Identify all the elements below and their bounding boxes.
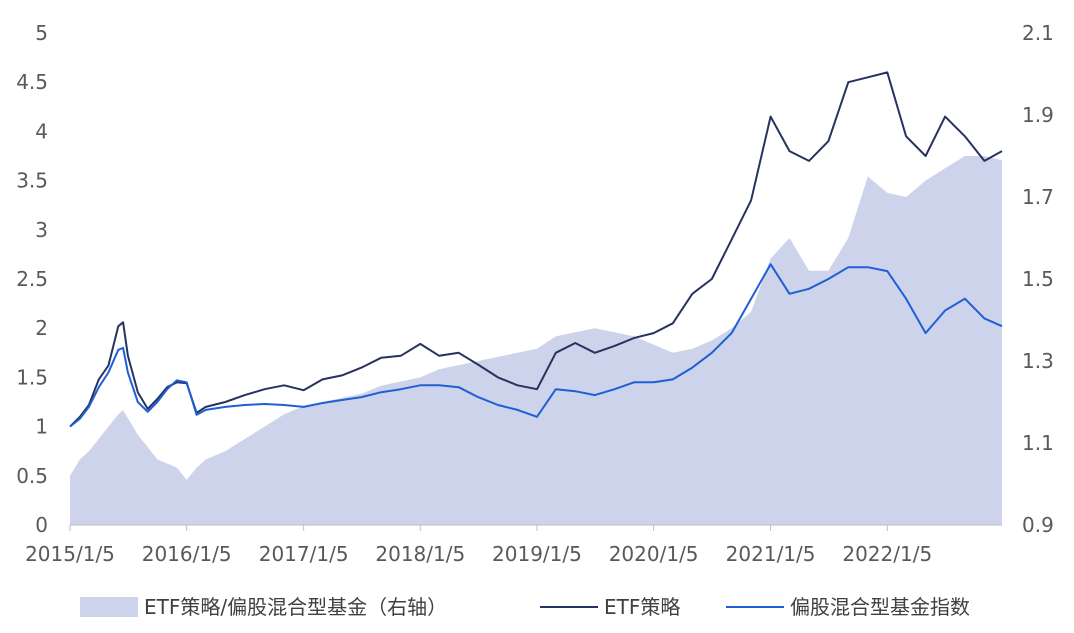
y-left-tick-label: 4.5 xyxy=(16,70,48,94)
legend-swatch-ratio xyxy=(80,597,138,617)
y-right-tick-label: 1.5 xyxy=(1022,267,1054,291)
line-series-layer xyxy=(69,71,1003,428)
x-tick-label: 2019/1/5 xyxy=(492,542,582,566)
series-etf-strategy-line xyxy=(69,71,1003,428)
y-left-tick-label: 0.5 xyxy=(16,464,48,488)
y-left-tick-label: 4 xyxy=(35,119,48,143)
y-right-tick-label: 1.3 xyxy=(1022,349,1054,373)
series-mixed-fund-index-line xyxy=(69,263,1003,428)
axis-layer: 2015/1/5 2016/1/5 2017/1/5 2018/1/5 2019/1/5… xyxy=(16,21,1054,566)
legend-label-etf-strategy: ETF策略 xyxy=(604,595,680,619)
legend: ETF策略/偏股混合型基金（右轴） ETF策略 偏股混合型基金指数 xyxy=(80,595,970,619)
ratio-area-layer xyxy=(70,156,1002,525)
y-left-tick-label: 1 xyxy=(35,415,48,439)
series-ratio-area xyxy=(70,156,1002,525)
y-left-tick-label: 2 xyxy=(35,316,48,340)
x-tick-label: 2022/1/5 xyxy=(842,542,932,566)
y-left-tick-label: 5 xyxy=(35,21,48,45)
legend-label-mixed-fund-index: 偏股混合型基金指数 xyxy=(790,595,970,619)
x-tick-label: 2016/1/5 xyxy=(142,542,232,566)
y-right-tick-label: 1.1 xyxy=(1022,431,1054,455)
x-tick-label: 2020/1/5 xyxy=(609,542,699,566)
y-left-tick-label: 3 xyxy=(35,218,48,242)
y-left-tick-label: 3.5 xyxy=(16,169,48,193)
y-right-tick-label: 0.9 xyxy=(1022,513,1054,537)
y-right-tick-label: 1.9 xyxy=(1022,103,1054,127)
y-right-tick-label: 1.7 xyxy=(1022,185,1054,209)
y-left-tick-label: 2.5 xyxy=(16,267,48,291)
x-tick-label: 2017/1/5 xyxy=(259,542,349,566)
y-left-tick-label: 1.5 xyxy=(16,365,48,389)
x-tick-label: 2018/1/5 xyxy=(375,542,465,566)
y-left-tick-label: 0 xyxy=(35,513,48,537)
x-tick-label: 2015/1/5 xyxy=(25,542,115,566)
x-tick-label: 2021/1/5 xyxy=(726,542,816,566)
legend-label-ratio: ETF策略/偏股混合型基金（右轴） xyxy=(144,595,447,619)
y-right-tick-label: 2.1 xyxy=(1022,21,1054,45)
